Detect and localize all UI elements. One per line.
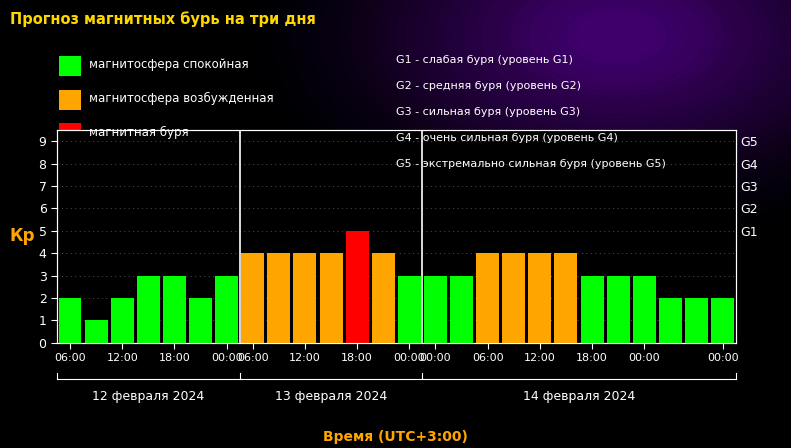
Bar bbox=[502, 253, 525, 343]
Bar bbox=[424, 276, 447, 343]
Bar bbox=[372, 253, 395, 343]
Text: магнитная буря: магнитная буря bbox=[89, 125, 189, 139]
Text: Прогноз магнитных бурь на три дня: Прогноз магнитных бурь на три дня bbox=[10, 11, 316, 27]
Bar bbox=[215, 276, 238, 343]
Circle shape bbox=[577, 13, 657, 58]
Text: G3 - сильная буря (уровень G3): G3 - сильная буря (уровень G3) bbox=[396, 108, 580, 117]
Bar bbox=[346, 231, 369, 343]
Text: магнитосфера возбужденная: магнитосфера возбужденная bbox=[89, 92, 274, 105]
Bar bbox=[111, 298, 134, 343]
Bar bbox=[320, 253, 343, 343]
Bar bbox=[85, 320, 108, 343]
FancyBboxPatch shape bbox=[59, 123, 81, 143]
Bar bbox=[189, 298, 212, 343]
Text: магнитосфера спокойная: магнитосфера спокойная bbox=[89, 58, 249, 72]
Bar bbox=[59, 298, 81, 343]
FancyBboxPatch shape bbox=[59, 90, 81, 110]
Bar bbox=[659, 298, 682, 343]
Bar bbox=[293, 253, 316, 343]
Bar bbox=[633, 276, 656, 343]
Text: G1 - слабая буря (уровень G1): G1 - слабая буря (уровень G1) bbox=[396, 56, 573, 65]
Bar bbox=[450, 276, 473, 343]
Text: G4 - очень сильная буря (уровень G4): G4 - очень сильная буря (уровень G4) bbox=[396, 134, 617, 143]
Text: G2 - средняя буря (уровень G2): G2 - средняя буря (уровень G2) bbox=[396, 82, 581, 91]
Bar bbox=[528, 253, 551, 343]
Bar bbox=[163, 276, 186, 343]
Bar bbox=[685, 298, 708, 343]
Bar bbox=[581, 276, 604, 343]
Text: G5 - экстремально сильная буря (уровень G5): G5 - экстремально сильная буря (уровень … bbox=[396, 159, 665, 169]
Text: 14 февраля 2024: 14 февраля 2024 bbox=[523, 390, 635, 403]
Bar bbox=[711, 298, 734, 343]
Bar bbox=[476, 253, 499, 343]
Bar bbox=[241, 253, 264, 343]
Text: 12 февраля 2024: 12 февраля 2024 bbox=[93, 390, 204, 403]
Bar bbox=[554, 253, 577, 343]
Text: 13 февраля 2024: 13 февраля 2024 bbox=[275, 390, 387, 403]
Bar bbox=[607, 276, 630, 343]
Y-axis label: Кр: Кр bbox=[9, 227, 35, 246]
Text: Время (UTC+3:00): Время (UTC+3:00) bbox=[323, 430, 468, 444]
Bar bbox=[398, 276, 421, 343]
FancyBboxPatch shape bbox=[59, 56, 81, 76]
Bar bbox=[267, 253, 290, 343]
Bar bbox=[137, 276, 160, 343]
